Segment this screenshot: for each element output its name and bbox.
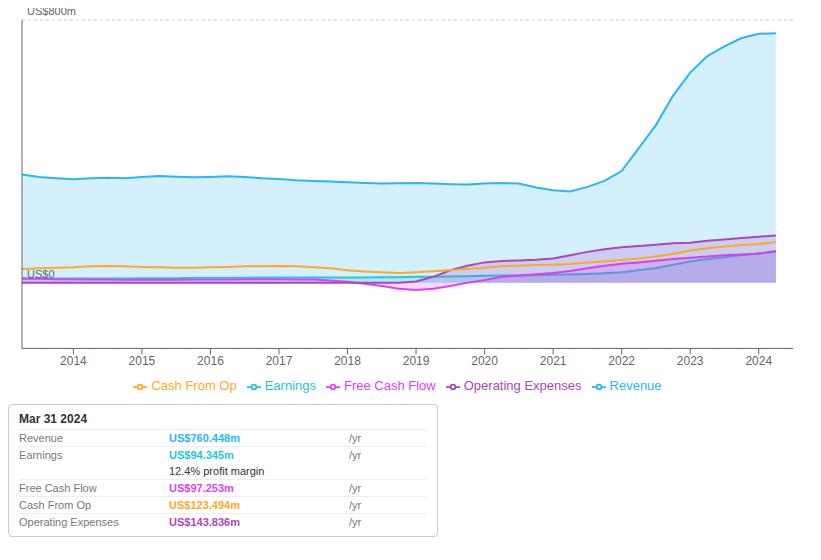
html-text:Revenue: Revenue xyxy=(609,378,662,394)
html-text:Mar 31 2024: Mar 31 2024 xyxy=(19,412,88,426)
html-text:Earnings: Earnings xyxy=(19,449,63,461)
html-text:US$94.345m: US$94.345m xyxy=(169,449,234,461)
svg-text:2024: 2024 xyxy=(745,354,772,368)
svg-text:US$800m: US$800m xyxy=(27,8,76,17)
html-text:Cash From Op: Cash From Op xyxy=(19,499,92,511)
html-text:Revenue: Revenue xyxy=(19,432,63,444)
html-text:/yr: /yr xyxy=(349,482,362,494)
html-text:Operating Expenses: Operating Expenses xyxy=(19,516,119,528)
html-text:Earnings: Earnings xyxy=(264,378,316,394)
svg-text:2017: 2017 xyxy=(266,354,293,368)
html-text:US$123.494m: US$123.494m xyxy=(169,499,240,511)
html-text:Free Cash Flow: Free Cash Flow xyxy=(19,482,97,494)
html-text:/yr: /yr xyxy=(349,499,362,511)
html-text:12.4% profit margin: 12.4% profit margin xyxy=(169,465,265,477)
svg-text:2022: 2022 xyxy=(608,354,635,368)
svg-text:US$0: US$0 xyxy=(27,268,55,280)
html-text:/yr: /yr xyxy=(349,449,362,461)
html-text:Free Cash Flow: Free Cash Flow xyxy=(344,378,436,394)
svg-text:2020: 2020 xyxy=(471,354,498,368)
html-text:US$143.836m: US$143.836m xyxy=(169,516,240,528)
svg-text:2023: 2023 xyxy=(677,354,704,368)
svg-text:2015: 2015 xyxy=(129,354,156,368)
html-text:US$760.448m: US$760.448m xyxy=(169,432,240,444)
svg-text:2018: 2018 xyxy=(334,354,361,368)
html-text:Cash From Op: Cash From Op xyxy=(151,378,237,394)
html-text:US$97.253m: US$97.253m xyxy=(169,482,234,494)
html-text:/yr: /yr xyxy=(349,432,362,444)
html-text:Operating Expenses: Operating Expenses xyxy=(463,378,582,394)
svg-text:2021: 2021 xyxy=(540,354,567,368)
svg-text:2019: 2019 xyxy=(403,354,430,368)
html-text:/yr: /yr xyxy=(349,516,362,528)
svg-text:2016: 2016 xyxy=(197,354,224,368)
svg-text:2014: 2014 xyxy=(60,354,87,368)
